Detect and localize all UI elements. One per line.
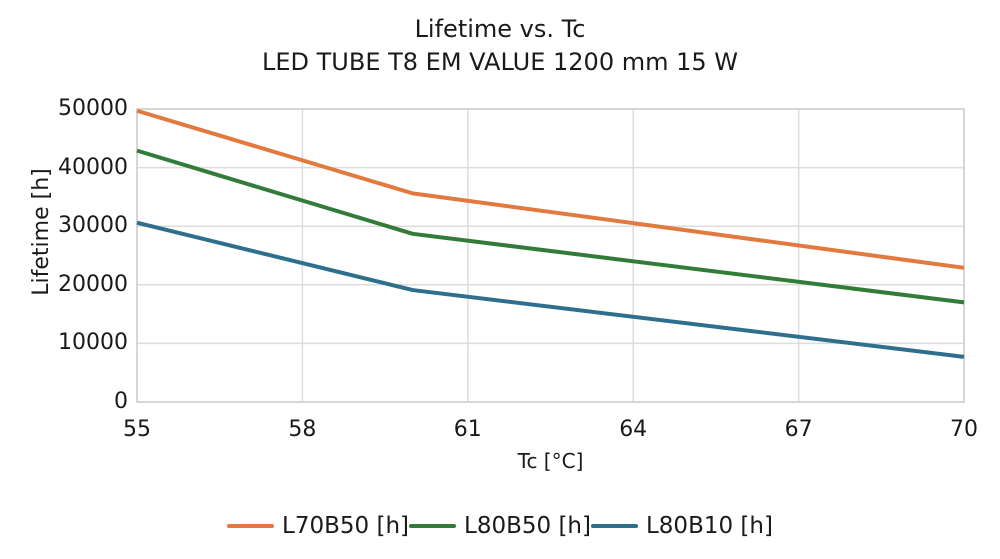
x-tick-label: 64	[619, 417, 648, 442]
plot-frame	[136, 108, 965, 403]
x-tick-label: 67	[784, 417, 813, 442]
legend-swatch-icon	[409, 524, 457, 528]
chart-subtitle: LED TUBE T8 EM VALUE 1200 mm 15 W	[261, 48, 738, 76]
legend-item: L80B10 [h]	[590, 512, 773, 540]
y-tick-label: 50000	[58, 96, 128, 121]
x-tick-label: 70	[950, 417, 978, 442]
legend-item: L80B50 [h]	[409, 512, 591, 540]
legend-label: L80B50 [h]	[464, 513, 591, 539]
legend-swatch-icon	[590, 524, 638, 528]
legend-item: L70B50 [h]	[227, 512, 409, 540]
x-axis-label: Tc [°C]	[517, 449, 584, 473]
series-line-l70b50	[136, 108, 965, 270]
y-axis-label: Lifetime [h]	[29, 168, 54, 296]
series-line-l80b10	[136, 220, 965, 359]
y-tick-label: 10000	[58, 330, 128, 356]
legend-label: L70B50 [h]	[282, 513, 410, 539]
y-tick-label: 20000	[58, 271, 128, 297]
legend: L70B50 [h] L80B50 [h] L80B10 [h]	[0, 506, 1000, 546]
x-tick-label: 55	[123, 417, 151, 442]
legend-swatch-icon	[227, 524, 275, 528]
chart-title: Lifetime vs. Tc	[414, 15, 586, 43]
x-tick-label: 61	[453, 417, 482, 442]
series-line-l80b50	[136, 148, 965, 305]
y-tick-label: 30000	[58, 213, 128, 239]
x-tick-label: 58	[288, 417, 317, 442]
y-tick-label: 40000	[58, 154, 128, 180]
legend-label: L80B10 [h]	[645, 513, 773, 539]
y-tick-label: 0	[114, 389, 128, 414]
